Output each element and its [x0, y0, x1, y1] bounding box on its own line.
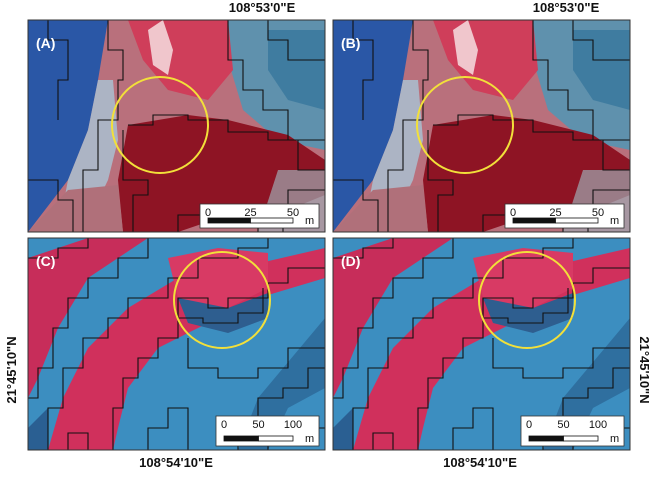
image: [28, 20, 325, 232]
scale-tick: 100: [589, 419, 607, 431]
coord-right: 21°45'10"N: [637, 336, 652, 403]
scale-unit: m: [305, 215, 314, 227]
scale-unit: m: [610, 433, 619, 445]
panel-label: (A): [36, 35, 55, 51]
scale-segment: [564, 436, 599, 441]
coord-left: 21°45'10"N: [4, 336, 19, 403]
coord-bottom: 108°54'10"E: [443, 455, 517, 470]
scale-segment: [529, 436, 564, 441]
coord-top: 108°53'0"E: [229, 0, 296, 15]
scale-tick: 50: [252, 419, 264, 431]
coord-bottom: 108°54'10"E: [139, 455, 213, 470]
scale-tick: 50: [287, 207, 299, 219]
scale-box: [505, 204, 624, 228]
scale-box: [216, 416, 319, 446]
scale-tick: 25: [244, 207, 256, 219]
scale-segment: [224, 436, 259, 441]
panel-label: (D): [341, 253, 360, 269]
panel-label: (C): [36, 253, 55, 269]
figure: 108°53'0"E 108°53'0"E 108°54'10"E 108°54…: [0, 0, 653, 476]
scale-tick: 0: [221, 419, 227, 431]
scale-unit: m: [305, 433, 314, 445]
panel: (B) 0 25 50 m: [333, 20, 630, 232]
scale-tick: 0: [205, 207, 211, 219]
scale-box: [521, 416, 624, 446]
coord-top: 108°53'0"E: [533, 0, 600, 15]
scale-tick: 50: [592, 207, 604, 219]
panel: (A) 0 25 50 m: [28, 20, 325, 232]
scale-tick: 100: [284, 419, 302, 431]
image: [333, 20, 630, 232]
scale-unit: m: [610, 215, 619, 227]
scale-segment: [259, 436, 294, 441]
panel-label: (B): [341, 35, 360, 51]
scale-tick: 0: [526, 419, 532, 431]
scale-tick: 50: [557, 419, 569, 431]
scale-bar: 0 25 50 m: [200, 204, 319, 228]
scale-box: [200, 204, 319, 228]
scale-tick: 25: [549, 207, 561, 219]
scale-tick: 0: [510, 207, 516, 219]
scale-bar: 0 25 50 m: [505, 204, 624, 228]
